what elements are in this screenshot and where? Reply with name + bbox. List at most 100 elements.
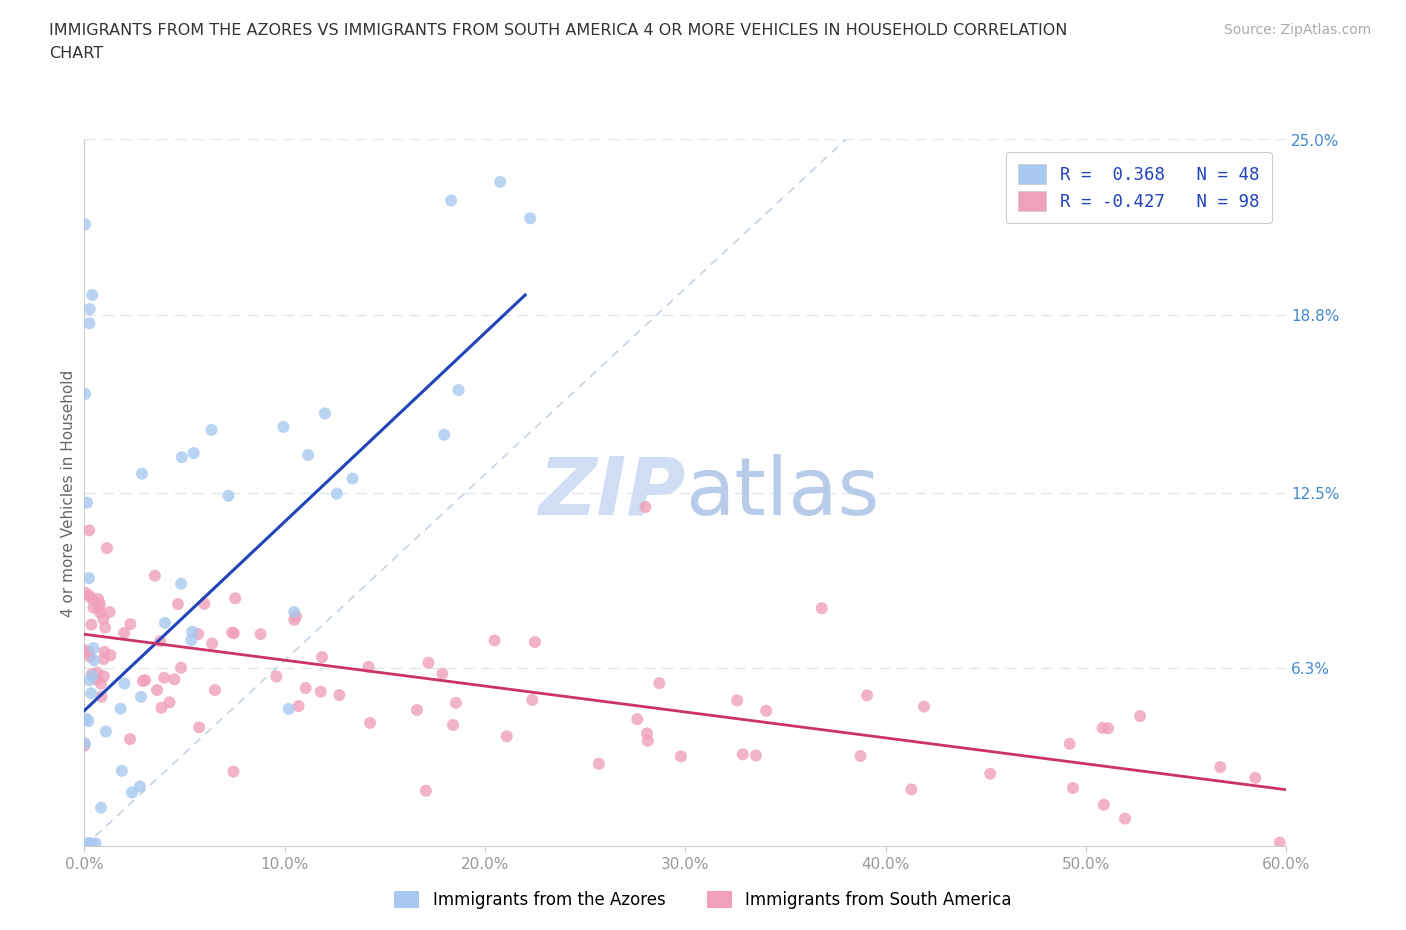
Point: [484, 633, 506, 648]
Text: IMMIGRANTS FROM THE AZORES VS IMMIGRANTS FROM SOUTH AMERICA 4 OR MORE VEHICLES I: IMMIGRANTS FROM THE AZORES VS IMMIGRANTS…: [49, 23, 1067, 38]
Point: [441, 717, 464, 732]
Point: [406, 702, 429, 717]
Point: [75, 217, 97, 232]
Legend: R =  0.368   N = 48, R = -0.427   N = 98: R = 0.368 N = 48, R = -0.427 N = 98: [1007, 152, 1272, 223]
Point: [150, 700, 173, 715]
Point: [181, 624, 204, 639]
Point: [588, 756, 610, 771]
Point: [810, 601, 832, 616]
Point: [129, 779, 152, 794]
Point: [755, 703, 778, 718]
Point: [118, 732, 141, 747]
Text: Source: ZipAtlas.com: Source: ZipAtlas.com: [1223, 23, 1371, 37]
Point: [80, 591, 103, 605]
Point: [120, 617, 142, 631]
Point: [114, 676, 136, 691]
Point: [1244, 770, 1267, 785]
Point: [221, 625, 243, 640]
Point: [495, 729, 517, 744]
Text: ZIP: ZIP: [538, 454, 686, 532]
Point: [200, 422, 222, 437]
Point: [856, 688, 879, 703]
Point: [89, 596, 111, 611]
Point: [159, 695, 181, 710]
Point: [80, 836, 103, 851]
Point: [79, 301, 101, 316]
Point: [79, 673, 101, 688]
Point: [75, 586, 97, 601]
Point: [76, 495, 98, 510]
Point: [80, 685, 103, 700]
Point: [93, 612, 115, 627]
Point: [222, 764, 245, 779]
Point: [77, 571, 100, 586]
Point: [287, 698, 309, 713]
Point: [170, 450, 193, 465]
Point: [669, 749, 692, 764]
Point: [79, 649, 101, 664]
Point: [314, 406, 336, 421]
Point: [87, 591, 110, 606]
Point: [82, 641, 104, 656]
Point: [73, 736, 96, 751]
Point: [93, 644, 115, 659]
Point: [1091, 721, 1114, 736]
Point: [73, 738, 96, 753]
Point: [1114, 811, 1136, 826]
Point: [86, 671, 108, 686]
Point: [283, 612, 305, 627]
Point: [217, 488, 239, 503]
Point: [418, 656, 440, 671]
Point: [77, 644, 100, 659]
Point: [90, 689, 112, 704]
Point: [297, 447, 319, 462]
Point: [359, 715, 381, 730]
Point: [100, 648, 122, 663]
Point: [444, 696, 467, 711]
Point: [121, 785, 143, 800]
Point: [979, 766, 1001, 781]
Point: [86, 665, 108, 680]
Point: [83, 653, 105, 668]
Point: [519, 211, 541, 226]
Point: [433, 427, 456, 442]
Point: [98, 604, 121, 619]
Point: [1097, 721, 1119, 736]
Point: [489, 175, 512, 190]
Point: [1062, 780, 1084, 795]
Point: [912, 699, 935, 714]
Point: [93, 669, 115, 684]
Point: [273, 419, 295, 434]
Point: [1092, 797, 1115, 812]
Point: [134, 672, 156, 687]
Point: [153, 616, 176, 631]
Point: [87, 600, 110, 615]
Point: [167, 597, 190, 612]
Point: [1268, 835, 1291, 850]
Point: [89, 605, 111, 620]
Point: [153, 671, 176, 685]
Point: [328, 687, 350, 702]
Point: [94, 724, 117, 739]
Point: [76, 836, 98, 851]
Point: [75, 387, 97, 402]
Point: [522, 693, 544, 708]
Point: [637, 734, 659, 749]
Point: [77, 836, 100, 851]
Point: [415, 783, 437, 798]
Point: [648, 676, 671, 691]
Point: [84, 836, 107, 851]
Point: [342, 472, 364, 486]
Point: [311, 650, 333, 665]
Point: [440, 193, 463, 208]
Point: [326, 486, 349, 501]
Point: [163, 672, 186, 687]
Point: [110, 701, 132, 716]
Point: [90, 676, 112, 691]
Point: [277, 701, 299, 716]
Point: [80, 667, 103, 682]
Point: [77, 523, 100, 538]
Point: [1059, 737, 1081, 751]
Point: [900, 782, 922, 797]
Point: [849, 749, 872, 764]
